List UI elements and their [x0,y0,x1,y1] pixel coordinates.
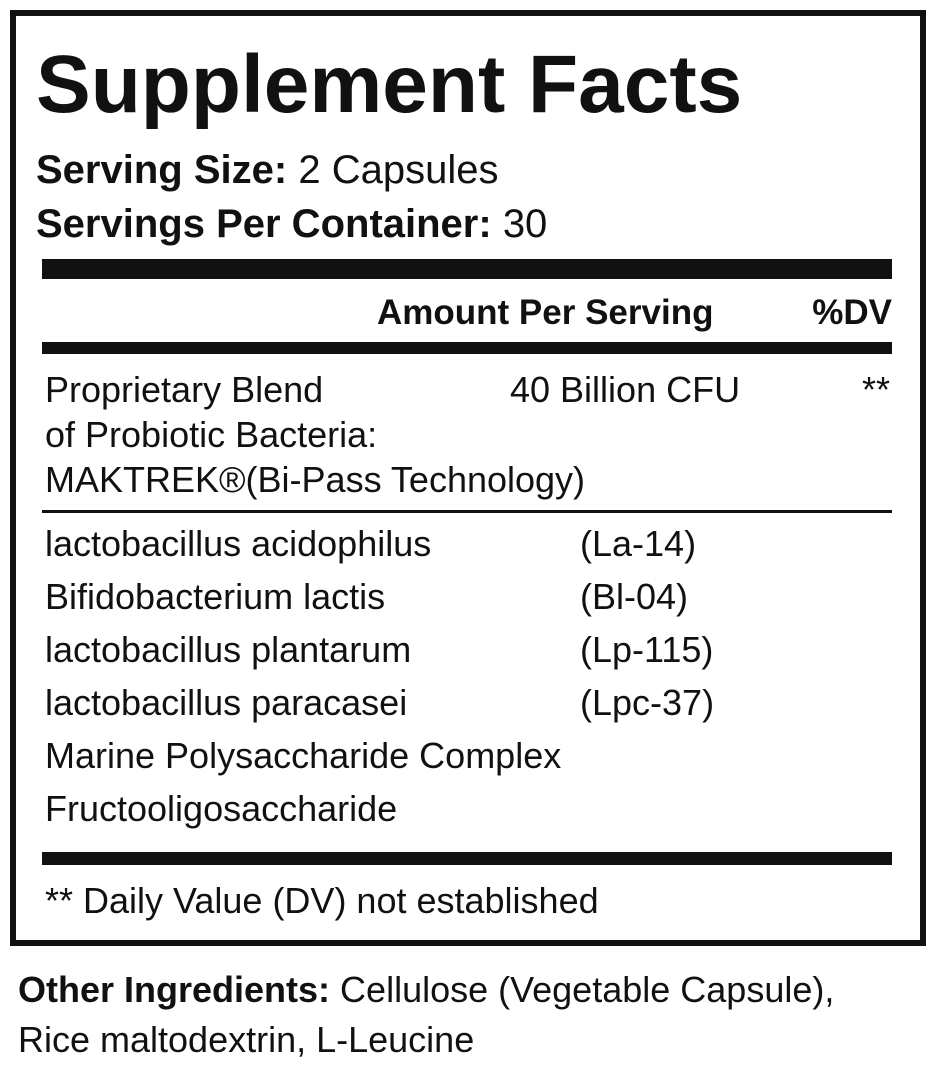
ingredient-name: lactobacillus acidophilus [45,523,432,564]
ingredient-name: Fructooligosaccharide [45,788,398,829]
amount-header: Amount Per Serving [377,293,714,332]
other-ingredients: Other Ingredients: Cellulose (Vegetable … [18,972,834,1008]
other-ingredients-label: Other Ingredients: [18,969,331,1010]
other-ingredients-text: Rice maltodextrin, L-Leucine [18,1019,475,1060]
thick-rule [42,259,892,279]
ingredient-name: Marine Polysaccharide Complex [45,735,562,776]
thick-rule [42,852,892,865]
ingredient-code: (Lpc-37) [580,682,715,723]
thin-rule [42,510,892,513]
medium-rule [42,342,892,354]
ingredient-name: Bifidobacterium lactis [45,576,386,617]
serving-size-label: Serving Size: [36,148,288,192]
blend-line: MAKTREK®(Bi-Pass Technology) [45,459,586,500]
serving-size: Serving Size: 2 Capsules [36,150,498,190]
blend-dv: ** [861,369,890,410]
ingredient-name: lactobacillus paracasei [45,682,408,723]
ingredient-code: (Lp-115) [580,629,714,670]
title: Supplement Facts [36,39,743,130]
blend-amount: 40 Billion CFU [510,369,741,410]
blend-line: of Probiotic Bacteria: [45,414,378,455]
other-ingredients-text: Cellulose (Vegetable Capsule), [340,969,835,1010]
blend-line: Proprietary Blend [45,369,324,410]
servings-per-container-value: 30 [502,202,548,246]
ingredient-code: (Bl-04) [580,576,689,617]
servings-per-container: Servings Per Container: 30 [36,204,547,244]
ingredient-code: (La-14) [580,523,697,564]
serving-size-value: 2 Capsules [298,148,499,192]
dv-header: %DV [812,293,892,332]
servings-per-container-label: Servings Per Container: [36,202,492,246]
facts-box [10,10,926,946]
ingredient-name: lactobacillus plantarum [45,629,412,670]
footnote: ** Daily Value (DV) not established [45,880,599,921]
